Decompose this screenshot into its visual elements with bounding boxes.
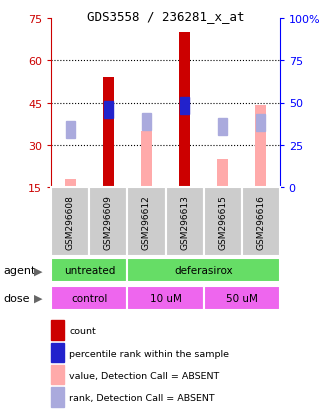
Bar: [51, 259, 127, 282]
Text: deferasirox: deferasirox: [174, 266, 233, 275]
Text: GSM296608: GSM296608: [66, 195, 75, 249]
Text: GSM296613: GSM296613: [180, 195, 189, 249]
Bar: [89, 188, 127, 256]
Text: count: count: [70, 327, 96, 336]
Bar: [217, 160, 228, 188]
Bar: [51, 387, 64, 407]
Text: GSM296609: GSM296609: [104, 195, 113, 249]
Bar: [142, 114, 151, 131]
Bar: [179, 33, 190, 188]
Bar: [127, 188, 166, 256]
Bar: [51, 188, 89, 256]
Text: untreated: untreated: [64, 266, 115, 275]
Bar: [242, 188, 280, 256]
Text: rank, Detection Call = ABSENT: rank, Detection Call = ABSENT: [70, 393, 215, 402]
Bar: [51, 365, 64, 385]
Bar: [218, 119, 227, 135]
Text: ▶: ▶: [34, 293, 42, 303]
Bar: [51, 320, 64, 340]
Text: percentile rank within the sample: percentile rank within the sample: [70, 349, 229, 358]
Text: GDS3558 / 236281_x_at: GDS3558 / 236281_x_at: [87, 10, 244, 23]
Bar: [180, 98, 189, 115]
Text: GSM296615: GSM296615: [218, 195, 227, 249]
Bar: [65, 179, 76, 188]
Bar: [204, 188, 242, 256]
Text: dose: dose: [3, 293, 30, 303]
Bar: [255, 106, 266, 188]
Bar: [204, 287, 280, 310]
Text: 50 uM: 50 uM: [226, 293, 258, 303]
Bar: [66, 122, 74, 139]
Text: GSM296612: GSM296612: [142, 195, 151, 249]
Text: value, Detection Call = ABSENT: value, Detection Call = ABSENT: [70, 371, 220, 380]
Bar: [51, 343, 64, 362]
Text: 10 uM: 10 uM: [150, 293, 181, 303]
Bar: [103, 78, 114, 188]
Text: ▶: ▶: [34, 266, 42, 275]
Text: GSM296616: GSM296616: [256, 195, 265, 249]
Bar: [104, 102, 113, 119]
Text: agent: agent: [3, 266, 36, 275]
Bar: [257, 115, 265, 132]
Bar: [127, 287, 204, 310]
Bar: [166, 188, 204, 256]
Bar: [51, 287, 127, 310]
Bar: [127, 259, 280, 282]
Text: control: control: [71, 293, 108, 303]
Bar: [141, 131, 152, 188]
